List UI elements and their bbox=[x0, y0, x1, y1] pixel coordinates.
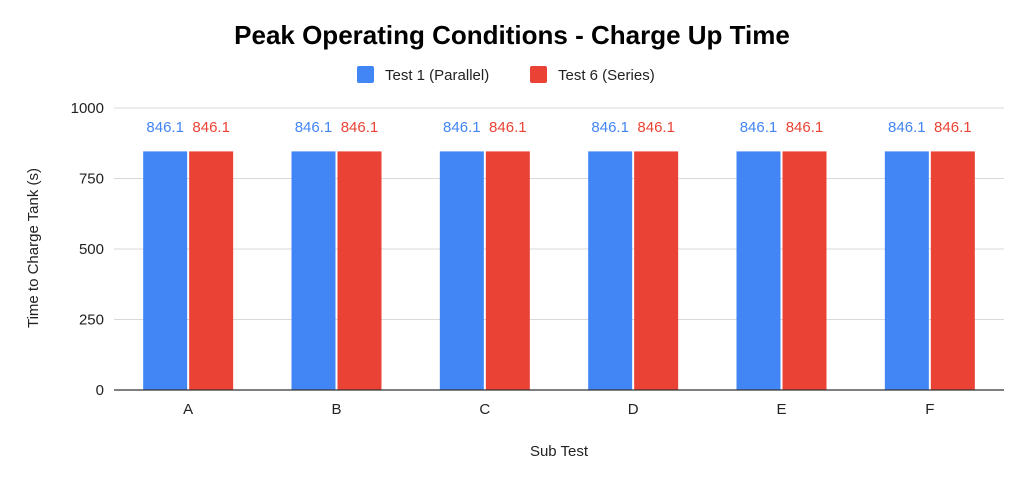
x-tick-label: B bbox=[331, 401, 341, 418]
x-tick-label: C bbox=[479, 401, 490, 418]
gridlines bbox=[114, 107, 1004, 320]
x-axis-ticks: A B C D E F bbox=[183, 401, 934, 418]
y-tick-label: 0 bbox=[96, 382, 104, 399]
data-label-C-series-1: 846.1 bbox=[443, 119, 481, 136]
y-tick-label: 750 bbox=[79, 171, 104, 188]
data-labels: 846.1 846.1 846.1 846.1 846.1 846.1 846.1 846.1… bbox=[146, 119, 971, 136]
bar-A-series-1 bbox=[143, 151, 188, 390]
data-label-F-series-2: 846.1 bbox=[934, 119, 972, 136]
data-label-B-series-2: 846.1 bbox=[341, 119, 379, 136]
x-tick-label: F bbox=[925, 401, 934, 418]
y-axis-title: Time to Charge Tank (s) bbox=[25, 168, 42, 328]
bar-F-series-1 bbox=[884, 151, 929, 390]
chart-title: Peak Operating Conditions - Charge Up Ti… bbox=[234, 20, 790, 50]
bar-F-series-2 bbox=[930, 151, 975, 390]
data-label-B-series-1: 846.1 bbox=[295, 119, 333, 136]
bar-B-series-1 bbox=[291, 151, 336, 390]
data-label-F-series-1: 846.1 bbox=[888, 119, 926, 136]
bar-E-series-2 bbox=[782, 151, 827, 390]
data-label-E-series-2: 846.1 bbox=[786, 119, 824, 136]
legend-label-1: Test 1 (Parallel) bbox=[385, 67, 489, 84]
x-axis-title: Sub Test bbox=[530, 443, 589, 460]
y-axis-ticks: 0 250 500 750 1000 bbox=[71, 100, 104, 399]
bar-C-series-1 bbox=[439, 151, 484, 390]
legend-swatch-2 bbox=[530, 66, 547, 83]
legend-swatch-1 bbox=[357, 66, 374, 83]
bars bbox=[143, 151, 975, 390]
bar-A-series-2 bbox=[189, 151, 234, 390]
bar-E-series-1 bbox=[736, 151, 781, 390]
x-tick-label: E bbox=[776, 401, 786, 418]
bar-D-series-1 bbox=[588, 151, 633, 390]
x-tick-label: A bbox=[183, 401, 193, 418]
data-label-A-series-2: 846.1 bbox=[192, 119, 230, 136]
legend: Test 1 (Parallel) Test 6 (Series) bbox=[357, 66, 655, 84]
y-tick-label: 1000 bbox=[71, 100, 104, 117]
bar-B-series-2 bbox=[337, 151, 382, 390]
legend-label-2: Test 6 (Series) bbox=[558, 67, 655, 84]
data-label-C-series-2: 846.1 bbox=[489, 119, 527, 136]
x-tick-label: D bbox=[628, 401, 639, 418]
data-label-E-series-1: 846.1 bbox=[740, 119, 778, 136]
data-label-D-series-2: 846.1 bbox=[637, 119, 675, 136]
data-label-A-series-1: 846.1 bbox=[146, 119, 184, 136]
bar-D-series-2 bbox=[634, 151, 679, 390]
data-label-D-series-1: 846.1 bbox=[591, 119, 629, 136]
y-tick-label: 500 bbox=[79, 241, 104, 258]
bar-C-series-2 bbox=[485, 151, 530, 390]
y-tick-label: 250 bbox=[79, 312, 104, 329]
